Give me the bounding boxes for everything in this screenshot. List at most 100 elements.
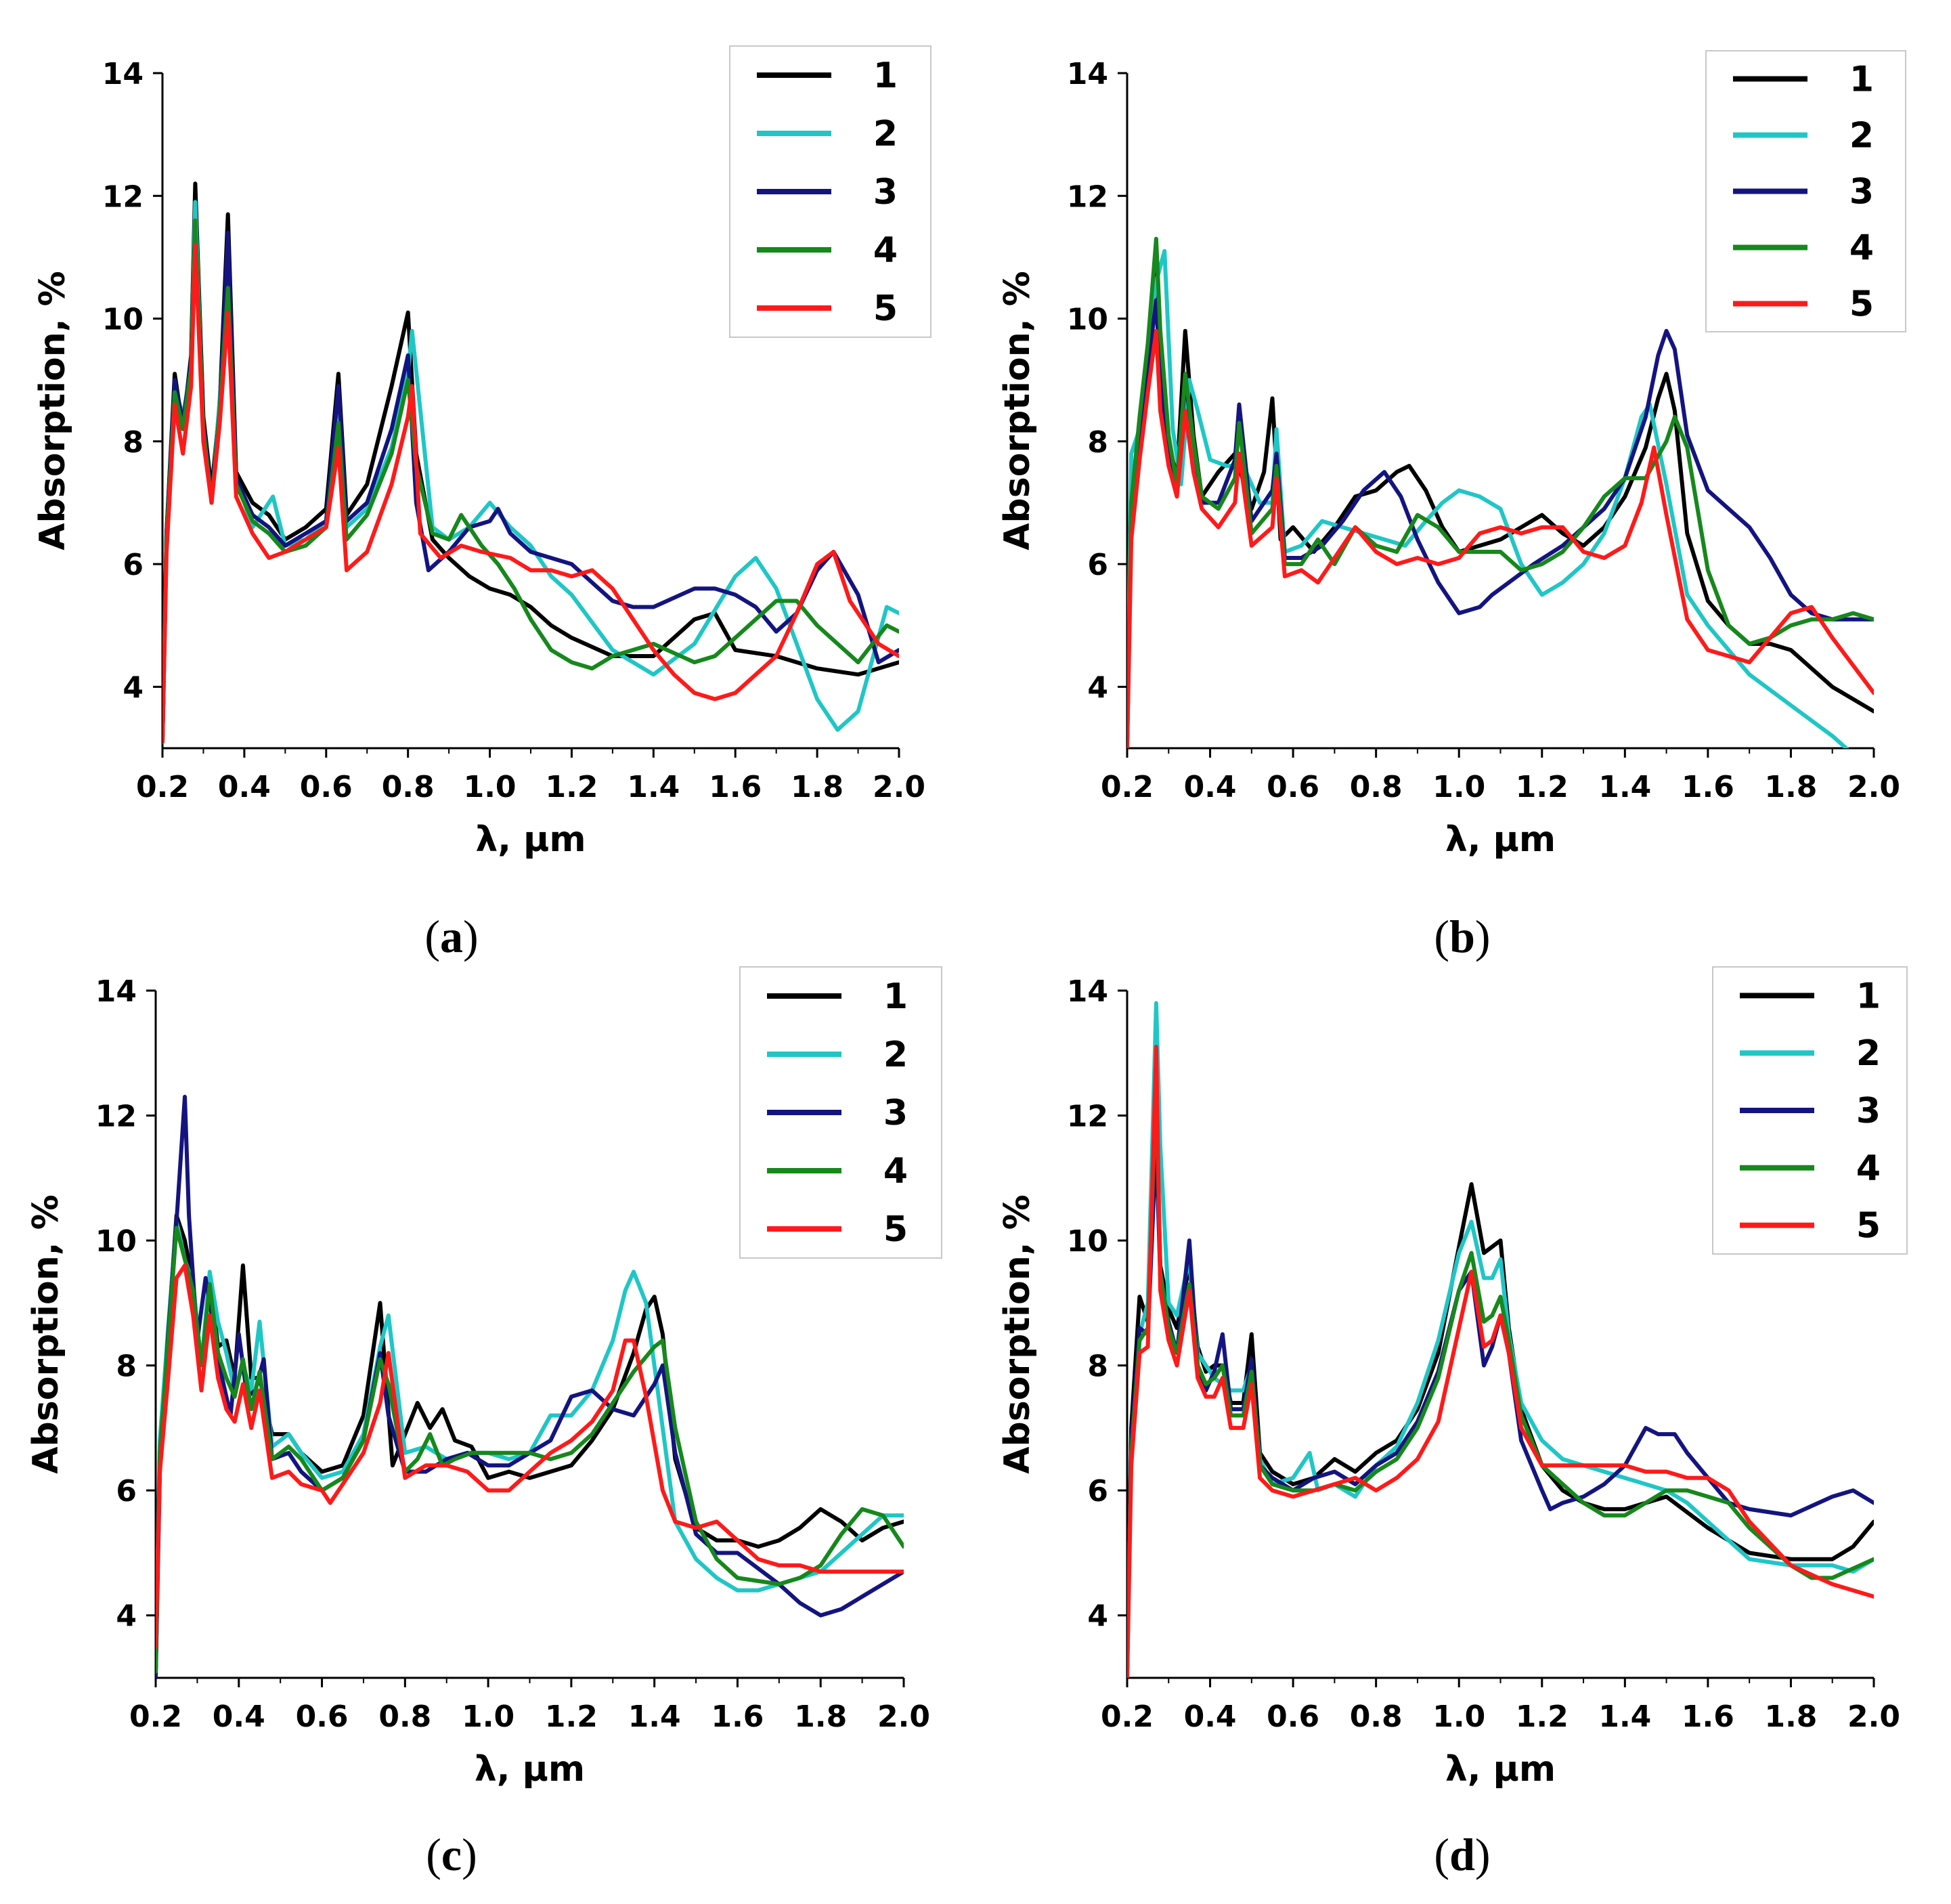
- panel-caption-paren: (: [1434, 911, 1449, 962]
- x-tick-label: 0.4: [1184, 770, 1237, 804]
- panel-d: 0.2 0.4 0.6 0.8 1.0 1.2 1.4 1.6 1.8 2.0468101214λ…: [997, 966, 1908, 1880]
- x-tick-label: 1.8: [1764, 770, 1817, 804]
- series-line-1: [156, 1213, 904, 1674]
- x-axis-label: λ, μm: [1445, 1749, 1556, 1790]
- x-tick-label: 0.8: [1350, 770, 1403, 804]
- y-tick-label: 10: [95, 1224, 137, 1259]
- x-tick-label: 1.0: [1432, 1700, 1485, 1734]
- legend-label: 4: [873, 230, 898, 271]
- y-tick-label: 12: [1067, 1100, 1108, 1134]
- y-tick-label: 10: [1067, 303, 1108, 337]
- y-tick-label: 4: [116, 1599, 137, 1634]
- x-tick-label: 0.6: [296, 1700, 349, 1734]
- x-tick-label: 0.2: [1101, 770, 1154, 804]
- panel-caption-letter: a: [440, 911, 463, 962]
- series-line-5: [1127, 1045, 1874, 1678]
- x-tick-label: 1.4: [1598, 770, 1651, 804]
- x-tick-label: 0.2: [136, 770, 189, 804]
- x-tick-label: 2.0: [877, 1700, 930, 1734]
- panel-caption-letter: c: [441, 1829, 462, 1880]
- series-group: [156, 1094, 904, 1678]
- legend-label: 3: [883, 1093, 908, 1133]
- x-tick-label: 2.0: [1847, 770, 1900, 804]
- x-tick-label: 0.4: [1184, 1700, 1237, 1734]
- y-tick-label: 6: [1087, 548, 1108, 582]
- panel-caption-letter: d: [1449, 1829, 1475, 1880]
- panel-caption: (b): [1434, 911, 1490, 962]
- panel-caption-paren: ): [462, 1829, 477, 1880]
- legend-label: 1: [1849, 60, 1874, 100]
- x-tick-label: 0.8: [1350, 1700, 1403, 1734]
- legend-label: 3: [1856, 1091, 1881, 1131]
- x-tick-label: 1.6: [711, 1700, 764, 1734]
- x-axis-label: λ, μm: [475, 1749, 585, 1790]
- y-tick-label: 12: [102, 179, 144, 214]
- x-tick-label: 1.4: [628, 1700, 681, 1734]
- series-line-3: [1127, 298, 1874, 744]
- y-tick-label: 8: [123, 425, 144, 460]
- legend-label: 5: [1849, 284, 1874, 325]
- panel-caption: (a): [424, 911, 478, 962]
- series-group: [1127, 236, 1874, 748]
- series-line-3: [1127, 1138, 1874, 1674]
- x-tick-label: 1.2: [1516, 1700, 1569, 1734]
- x-tick-label: 1.8: [794, 1700, 847, 1734]
- y-tick-label: 6: [1087, 1474, 1108, 1509]
- panel-caption-paren: (: [1434, 1829, 1449, 1880]
- x-tick-label: 1.6: [709, 770, 762, 804]
- y-tick-label: 10: [102, 303, 144, 337]
- panel-caption: (c): [426, 1829, 477, 1880]
- x-tick-label: 1.0: [462, 1700, 514, 1734]
- series-group: [162, 181, 899, 744]
- x-tick-label: 1.0: [1432, 770, 1485, 804]
- y-tick-label: 6: [116, 1474, 137, 1509]
- y-tick-label: 14: [1067, 974, 1108, 1009]
- y-axis-label: Absorption, %: [32, 271, 73, 550]
- y-tick-label: 8: [1087, 1349, 1108, 1384]
- legend-label: 2: [1856, 1033, 1881, 1074]
- legend-label: 5: [1856, 1206, 1881, 1247]
- legend-label: 1: [883, 976, 908, 1017]
- legend-label: 1: [873, 56, 898, 96]
- legend-label: 4: [1849, 228, 1874, 269]
- panel-caption-letter: b: [1449, 911, 1475, 962]
- y-tick-label: 10: [1067, 1224, 1108, 1259]
- x-tick-label: 1.2: [545, 1700, 598, 1734]
- series-line-4: [156, 1226, 904, 1674]
- y-tick-label: 6: [123, 548, 144, 582]
- x-tick-label: 0.6: [1267, 770, 1319, 804]
- panel-caption-paren: ): [1475, 911, 1491, 962]
- legend-label: 3: [873, 172, 898, 213]
- x-tick-label: 1.4: [1598, 1700, 1651, 1734]
- y-axis-label: Absorption, %: [997, 1194, 1038, 1473]
- series-line-5: [1127, 328, 1874, 748]
- series-line-4: [1127, 236, 1874, 744]
- x-tick-label: 0.4: [213, 1700, 265, 1734]
- series-line-1: [1127, 267, 1874, 744]
- panel-caption: (d): [1434, 1829, 1490, 1880]
- series-line-5: [162, 242, 899, 744]
- x-tick-label: 0.6: [300, 770, 353, 804]
- y-tick-label: 8: [1087, 425, 1108, 460]
- panel-c: 0.2 0.4 0.6 0.8 1.0 1.2 1.4 1.6 1.8 2.0468101214λ…: [26, 966, 942, 1880]
- legend-label: 5: [873, 288, 898, 329]
- x-tick-label: 1.4: [627, 770, 680, 804]
- y-tick-label: 4: [123, 670, 144, 705]
- legend-label: 3: [1849, 172, 1874, 213]
- x-tick-label: 0.4: [218, 770, 271, 804]
- y-tick-label: 14: [1067, 57, 1108, 91]
- panel-caption-paren: ): [463, 911, 479, 962]
- x-tick-label: 2.0: [873, 770, 925, 804]
- panel-caption-paren: ): [1475, 1829, 1491, 1880]
- y-axis-label: Absorption, %: [997, 271, 1038, 550]
- legend-label: 5: [883, 1209, 908, 1250]
- y-tick-label: 4: [1087, 1599, 1108, 1634]
- legend-label: 2: [883, 1035, 908, 1075]
- legend-label: 1: [1856, 976, 1881, 1016]
- legend-label: 2: [873, 114, 898, 154]
- panel-a: 0.2 0.4 0.6 0.8 1.0 1.2 1.4 1.6 1.8 2.0468101214λ…: [32, 45, 931, 962]
- x-tick-label: 1.2: [1516, 770, 1569, 804]
- legend-label: 4: [1856, 1148, 1881, 1189]
- x-tick-label: 1.8: [1764, 1700, 1817, 1734]
